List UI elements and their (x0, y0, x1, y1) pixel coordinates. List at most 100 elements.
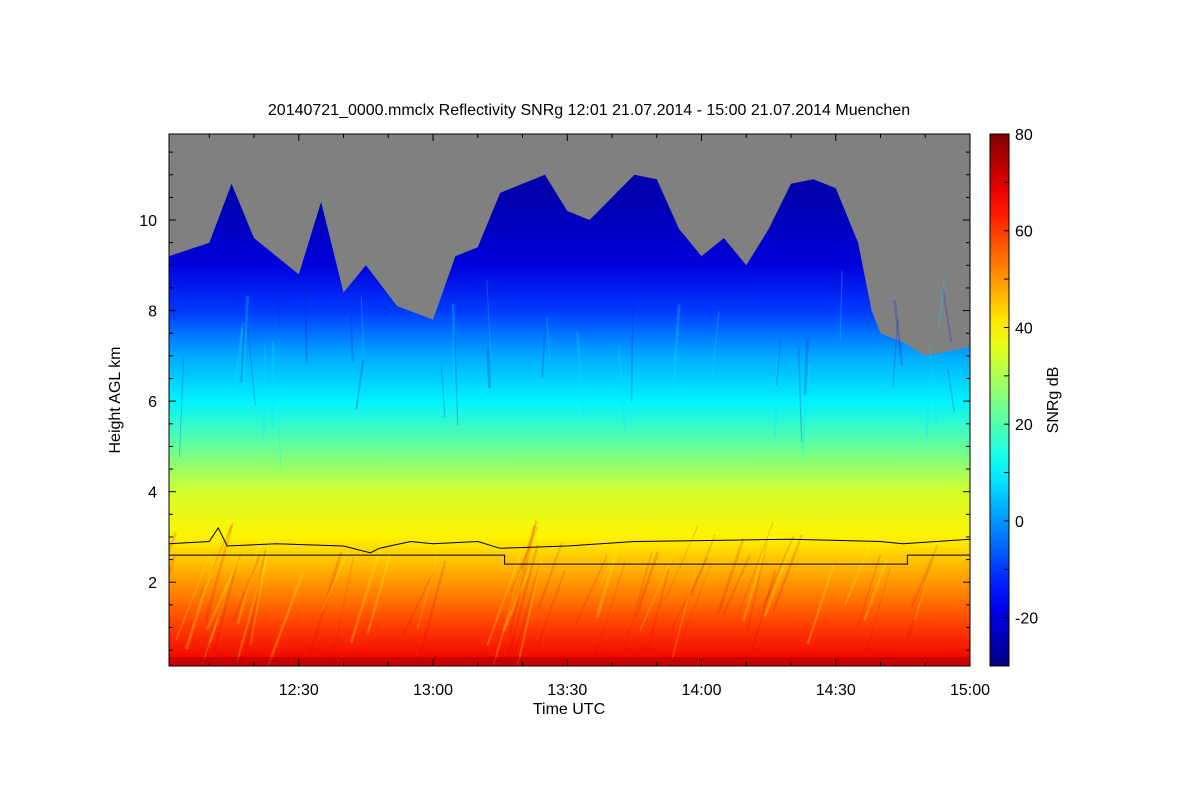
cloud-streak (671, 304, 681, 392)
fall-streak (509, 525, 539, 593)
y-tick-label: 4 (148, 485, 157, 502)
colorbar-tick-label: 60 (1015, 224, 1033, 241)
cloud-streak (617, 345, 627, 431)
cloud-streak (630, 305, 634, 402)
fall-streak (209, 569, 237, 641)
cloud-streak (709, 311, 720, 399)
fall-streak (690, 534, 716, 596)
fall-streak (664, 525, 699, 600)
fall-streak (536, 570, 566, 648)
cloud-streak (240, 311, 246, 383)
x-tick-label: 15:00 (950, 682, 990, 699)
fall-streak (416, 560, 447, 665)
fall-streak (621, 551, 653, 658)
y-tick-label: 8 (148, 304, 157, 321)
cloud-streak (304, 288, 308, 364)
colorbar-tick-label: 80 (1015, 127, 1033, 144)
chart-title: 20140721_0000.mmclx Reflectivity SNRg 12… (268, 102, 910, 119)
cloud-reflectivity-field (169, 174, 970, 666)
fall-streak (682, 563, 712, 637)
fall-streak (236, 523, 267, 625)
cloud-streak (275, 377, 282, 470)
plot-frame (168, 133, 971, 667)
cloud-streak (576, 331, 585, 418)
fall-streak (169, 530, 183, 570)
fall-streak (516, 559, 543, 666)
fall-streak (634, 551, 660, 618)
fall-streak (492, 568, 523, 666)
x-tick-label: 14:30 (816, 682, 856, 699)
fall-streak (514, 564, 541, 654)
fall-streak (806, 563, 835, 645)
fall-streak (750, 569, 777, 654)
cloud-streak (773, 354, 780, 438)
colorbar-axis: -20 0 20 40 60 80 (1004, 127, 1038, 667)
boundary-lines (169, 526, 970, 565)
fall-streak (502, 567, 531, 632)
cloud-streak (928, 344, 938, 425)
fall-streak (746, 538, 769, 632)
fall-streak (594, 561, 626, 657)
cloud-streak (178, 357, 185, 458)
cloud-streak (541, 328, 546, 378)
cloud-streak (486, 347, 492, 389)
step-boundary-line (169, 554, 970, 565)
fall-streak (349, 531, 387, 644)
fall-streak (762, 535, 795, 608)
cloud-streak (440, 366, 446, 418)
fall-streak (537, 542, 563, 610)
cloud-streak (893, 300, 904, 366)
fall-streak (772, 534, 804, 612)
fall-streak (231, 554, 261, 622)
fall-streak (671, 557, 708, 629)
fall-streak (330, 556, 354, 665)
cloud-streak (486, 279, 492, 362)
x-tick-label: 14:00 (681, 682, 721, 699)
cloud-streak (924, 378, 932, 438)
fall-streak (595, 546, 620, 618)
fall-streak (486, 552, 522, 646)
cloud-streak (892, 318, 899, 388)
fall-streak (646, 568, 670, 653)
fall-streak (185, 558, 216, 650)
fall-streak (856, 554, 882, 630)
cloud-streak (232, 322, 245, 397)
fall-streak (208, 556, 241, 643)
cloud-streak (451, 303, 456, 390)
fall-streak (201, 571, 236, 665)
y-tick-label: 2 (148, 575, 157, 592)
colorbar-tick-label: 40 (1015, 320, 1033, 337)
cloud-streak (839, 270, 843, 341)
fall-streak (866, 567, 891, 652)
cloud-streak (938, 277, 946, 328)
cloud-streak (800, 363, 811, 455)
fall-streak (844, 521, 881, 605)
fall-streak (417, 519, 448, 630)
fall-streak (249, 533, 272, 645)
fall-streak (217, 553, 242, 620)
cloud-streak (355, 359, 365, 410)
fall-streak (366, 553, 392, 634)
surface-band (169, 656, 970, 666)
cloud-streak (453, 332, 459, 426)
fall-streak (716, 538, 745, 615)
cloud-streak (170, 267, 176, 323)
fall-streak (205, 561, 240, 631)
colorbar-tick-label: -20 (1015, 611, 1038, 628)
fall-streak (308, 551, 343, 654)
colorbar-label: SNRg dB (1045, 367, 1062, 434)
y-axis: 2 4 6 8 10 (139, 151, 970, 651)
fall-streak (174, 552, 212, 642)
fall-streak (639, 552, 675, 632)
x-tick-label: 13:30 (547, 682, 587, 699)
fall-streak (212, 564, 239, 654)
fall-streak-texture (169, 267, 970, 666)
cloud-streak (941, 287, 953, 342)
cloud-streak (797, 346, 803, 443)
fall-streak (266, 572, 305, 666)
fall-streak (742, 530, 772, 622)
fall-streak (721, 555, 751, 618)
plot-area (169, 134, 970, 666)
fall-streak (169, 553, 177, 580)
